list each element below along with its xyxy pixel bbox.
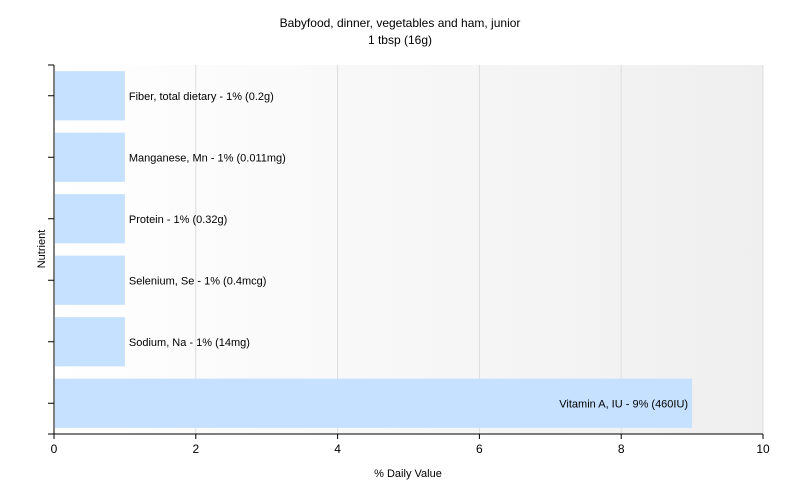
bar-label: Manganese, Mn - 1% (0.011mg) — [129, 152, 286, 164]
x-tick-label: 4 — [334, 442, 341, 456]
x-tick-label: 8 — [618, 442, 625, 456]
bar-label: Selenium, Se - 1% (0.4mcg) — [129, 275, 267, 287]
bar — [55, 194, 125, 244]
x-axis-label: % Daily Value — [374, 468, 442, 480]
chart-subtitle: 1 tbsp (16g) — [368, 33, 432, 47]
chart-title: Babyfood, dinner, vegetables and ham, ju… — [280, 16, 521, 30]
bar — [55, 132, 125, 182]
y-axis-label: Nutrient — [36, 230, 48, 269]
bars: Fiber, total dietary - 1% (0.2g) Manganes… — [55, 71, 693, 428]
bar — [55, 71, 125, 121]
bar-label: Fiber, total dietary - 1% (0.2g) — [129, 91, 274, 103]
bar — [55, 317, 125, 367]
bar — [55, 255, 125, 305]
x-axis-ticks: 0 2 4 6 8 10 — [51, 434, 770, 456]
x-tick-label: 6 — [476, 442, 483, 456]
bar — [55, 378, 693, 428]
bar-label: Vitamin A, IU - 9% (460IU) — [559, 398, 688, 410]
x-tick-label: 0 — [51, 442, 58, 456]
x-tick-label: 2 — [192, 442, 199, 456]
y-axis-ticks — [48, 64, 54, 435]
x-tick-label: 10 — [756, 442, 770, 456]
grid-lines — [195, 65, 764, 434]
plot-background — [54, 65, 763, 434]
bar-label: Protein - 1% (0.32g) — [129, 214, 227, 226]
bar-label: Sodium, Na - 1% (14mg) — [129, 337, 250, 349]
axes — [53, 65, 763, 435]
